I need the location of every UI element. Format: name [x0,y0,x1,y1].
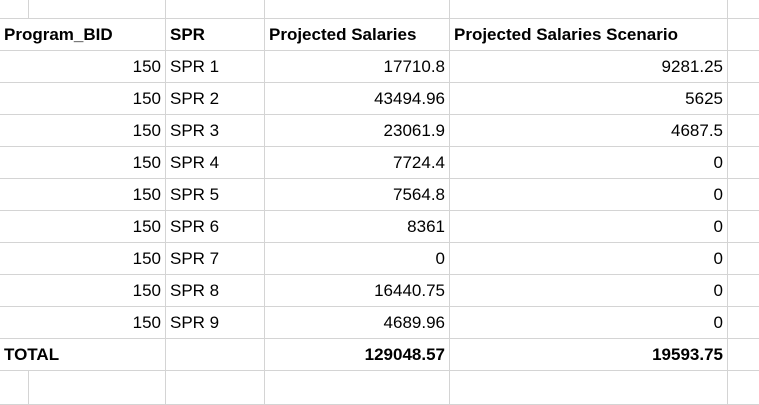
cell-program-bid[interactable]: 150 [0,275,166,307]
cell-projected-salaries-scenario[interactable]: 0 [450,243,728,275]
cell[interactable] [728,19,759,51]
cell[interactable] [166,0,265,19]
cell[interactable] [728,83,759,115]
total-projected-salaries-scenario[interactable]: 19593.75 [450,339,728,371]
cell[interactable] [29,371,166,405]
cell-projected-salaries-scenario[interactable]: 0 [450,147,728,179]
cell-projected-salaries[interactable]: 0 [265,243,450,275]
cell-spr[interactable]: SPR 5 [166,179,265,211]
header-cell-projected-salaries[interactable]: Projected Salaries [265,19,450,51]
cell[interactable] [450,0,728,19]
cell-projected-salaries-scenario[interactable]: 4687.5 [450,115,728,147]
cell-projected-salaries[interactable]: 23061.9 [265,115,450,147]
total-label[interactable]: TOTAL [0,339,166,371]
cell[interactable] [728,275,759,307]
cell-projected-salaries-scenario[interactable]: 0 [450,275,728,307]
cell-program-bid[interactable]: 150 [0,51,166,83]
cell-projected-salaries[interactable]: 8361 [265,211,450,243]
cell-projected-salaries-scenario[interactable]: 0 [450,211,728,243]
cell-program-bid[interactable]: 150 [0,83,166,115]
cell-projected-salaries-scenario[interactable]: 9281.25 [450,51,728,83]
cell-projected-salaries-scenario[interactable]: 5625 [450,83,728,115]
cell-projected-salaries[interactable]: 7724.4 [265,147,450,179]
cell-projected-salaries[interactable]: 16440.75 [265,275,450,307]
cell-spr[interactable]: SPR 3 [166,115,265,147]
cell[interactable] [265,371,450,405]
cell[interactable] [166,371,265,405]
cell-projected-salaries[interactable]: 43494.96 [265,83,450,115]
cell[interactable] [29,0,166,19]
cell-projected-salaries[interactable]: 7564.8 [265,179,450,211]
header-cell-projected-salaries-scenario[interactable]: Projected Salaries Scenario [450,19,728,51]
cell[interactable] [728,51,759,83]
cell[interactable] [728,339,759,371]
cell[interactable] [728,179,759,211]
cell-program-bid[interactable]: 150 [0,243,166,275]
cell[interactable] [728,307,759,339]
cell-projected-salaries-scenario[interactable]: 0 [450,307,728,339]
cell-spr[interactable]: SPR 6 [166,211,265,243]
cell-projected-salaries-scenario[interactable]: 0 [450,179,728,211]
cell[interactable] [728,371,759,405]
cell-spr[interactable]: SPR 4 [166,147,265,179]
cell[interactable] [450,371,728,405]
cell-spr[interactable]: SPR 8 [166,275,265,307]
total-projected-salaries[interactable]: 129048.57 [265,339,450,371]
cell-spr[interactable]: SPR 1 [166,51,265,83]
cell[interactable] [166,339,265,371]
cell-program-bid[interactable]: 150 [0,147,166,179]
header-cell-spr[interactable]: SPR [166,19,265,51]
cell-program-bid[interactable]: 150 [0,211,166,243]
cell-projected-salaries[interactable]: 4689.96 [265,307,450,339]
cell-spr[interactable]: SPR 2 [166,83,265,115]
cell[interactable] [0,0,29,19]
cell-program-bid[interactable]: 150 [0,179,166,211]
cell[interactable] [728,0,759,19]
cell[interactable] [728,115,759,147]
cell[interactable] [265,0,450,19]
header-cell-program-bid[interactable]: Program_BID [0,19,166,51]
cell[interactable] [728,147,759,179]
cell[interactable] [0,371,29,405]
cell-spr[interactable]: SPR 9 [166,307,265,339]
cell[interactable] [728,211,759,243]
cell-spr[interactable]: SPR 7 [166,243,265,275]
cell[interactable] [728,243,759,275]
cell-projected-salaries[interactable]: 17710.8 [265,51,450,83]
cell-program-bid[interactable]: 150 [0,307,166,339]
cell-program-bid[interactable]: 150 [0,115,166,147]
